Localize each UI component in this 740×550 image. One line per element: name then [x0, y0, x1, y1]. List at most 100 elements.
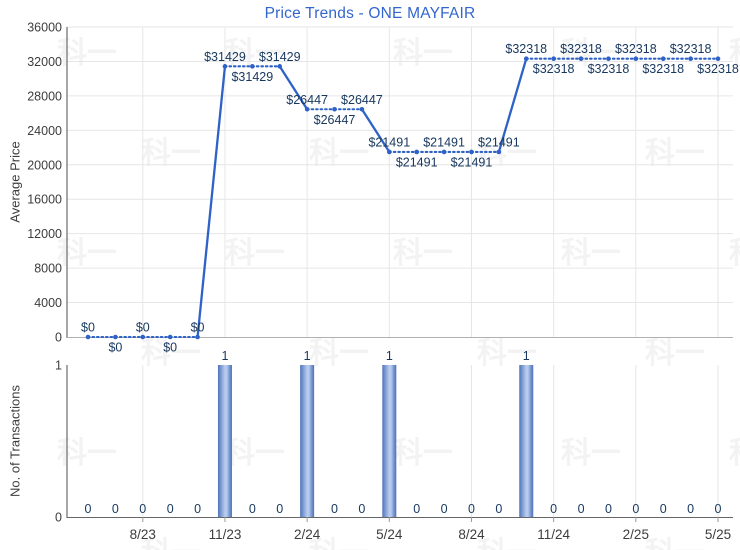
price-point-label: $31429	[231, 70, 273, 84]
price-line-segment	[360, 108, 391, 153]
price-point-marker	[113, 334, 118, 340]
price-point-marker	[277, 64, 283, 69]
price-point-label: $32318	[505, 42, 547, 56]
price-point-label: $32318	[615, 42, 657, 56]
bar-value-label: 0	[167, 502, 174, 516]
chart-title: Price Trends - ONE MAYFAIR	[264, 5, 476, 22]
bar-value-label: 0	[441, 502, 448, 516]
price-y-tick-label: 16000	[27, 193, 62, 207]
price-y-tick-label: 36000	[27, 21, 62, 35]
bar-value-label: 0	[276, 502, 283, 516]
bar-value-label: 1	[304, 349, 311, 363]
x-tick-label: 11/23	[209, 527, 242, 542]
price-point-marker	[633, 56, 639, 62]
bar-value-label: 0	[139, 502, 146, 516]
x-tick-label: 11/24	[537, 527, 570, 542]
price-y-tick-label: 12000	[27, 227, 62, 241]
bar-value-label: 0	[605, 502, 612, 516]
price-point-marker	[660, 56, 666, 62]
x-tick-label: 2/24	[294, 527, 321, 542]
price-point-marker	[195, 334, 200, 340]
price-point-label: $21491	[478, 135, 520, 149]
x-tick-label: 2/25	[623, 527, 649, 542]
x-tick-label: 5/24	[376, 527, 403, 542]
x-tick-label: 5/25	[705, 527, 731, 542]
bar-value-label: 0	[550, 502, 557, 516]
price-point-marker	[688, 56, 693, 62]
x-tick-label: 8/24	[458, 527, 485, 542]
price-point-label: $32318	[560, 42, 602, 56]
price-point-label: $26447	[286, 93, 328, 107]
transaction-bar	[300, 365, 315, 517]
transactions-y-tick-label: 1	[55, 359, 62, 373]
price-line-segment	[497, 58, 528, 153]
price-point-marker	[715, 56, 721, 62]
price-point-label: $32318	[642, 62, 684, 76]
price-point-label: $0	[81, 321, 95, 335]
price-y-tick-label: 8000	[34, 262, 62, 276]
bar-value-label: 1	[221, 349, 228, 363]
price-point-marker	[523, 56, 529, 62]
bar-value-label: 0	[85, 502, 92, 516]
price-y-tick-label: 4000	[34, 296, 62, 310]
price-point-label: $21491	[451, 155, 493, 169]
price-point-marker	[496, 149, 502, 155]
price-point-marker	[250, 64, 255, 69]
price-point-marker	[332, 106, 337, 112]
bar-value-label: 0	[358, 502, 365, 516]
bar-value-label: 0	[495, 502, 502, 516]
bar-value-label: 0	[413, 502, 420, 516]
price-y-tick-label: 28000	[27, 89, 62, 103]
x-tick-label: 8/23	[130, 527, 156, 542]
price-point-label: $31429	[204, 50, 246, 64]
bar-value-label: 0	[632, 502, 639, 516]
price-point-marker	[551, 56, 556, 62]
transaction-bar	[382, 365, 397, 517]
price-point-label: $32318	[697, 62, 739, 76]
price-point-label: $32318	[670, 42, 712, 56]
price-point-marker	[578, 56, 584, 62]
price-y-tick-label: 0	[55, 331, 62, 345]
price-line-segment	[278, 65, 309, 110]
price-point-label: $26447	[314, 113, 356, 127]
price-point-label: $0	[136, 321, 150, 335]
transaction-bar	[217, 365, 232, 517]
price-point-label: $21491	[396, 155, 438, 169]
transactions-y-tick-label: 0	[55, 511, 62, 525]
price-point-label: $21491	[423, 135, 465, 149]
bar-value-label: 0	[331, 502, 338, 516]
price-y-tick-label: 24000	[27, 124, 62, 138]
price-point-marker	[606, 56, 611, 62]
bar-value-label: 0	[468, 502, 475, 516]
bar-value-label: 0	[715, 502, 722, 516]
price-y-tick-label: 32000	[27, 55, 62, 69]
price-point-marker	[387, 149, 392, 155]
price-point-marker	[469, 149, 474, 155]
price-point-label: $0	[191, 321, 205, 335]
price-point-marker	[304, 106, 310, 112]
transaction-bar	[519, 365, 534, 517]
bar-value-label: 0	[660, 502, 667, 516]
price-y-tick-label: 20000	[27, 158, 62, 172]
price-point-label: $0	[163, 341, 177, 355]
price-point-marker	[140, 334, 146, 340]
bar-value-label: 0	[194, 502, 201, 516]
bar-value-label: 1	[523, 349, 530, 363]
bar-value-label: 0	[112, 502, 119, 516]
price-point-marker	[441, 149, 447, 155]
price-point-label: $31429	[259, 50, 301, 64]
price-point-marker	[167, 334, 173, 340]
bar-value-label: 0	[249, 502, 256, 516]
price-point-label: $26447	[341, 93, 383, 107]
bar-value-label: 1	[386, 349, 393, 363]
price-line-segment	[196, 66, 227, 338]
price-point-label: $21491	[368, 135, 410, 149]
bar-value-label: 0	[687, 502, 694, 516]
price-point-marker	[222, 64, 228, 69]
price-point-marker	[414, 149, 419, 155]
price-point-marker	[359, 106, 365, 112]
bar-value-label: 0	[578, 502, 585, 516]
price-point-label: $32318	[588, 62, 630, 76]
